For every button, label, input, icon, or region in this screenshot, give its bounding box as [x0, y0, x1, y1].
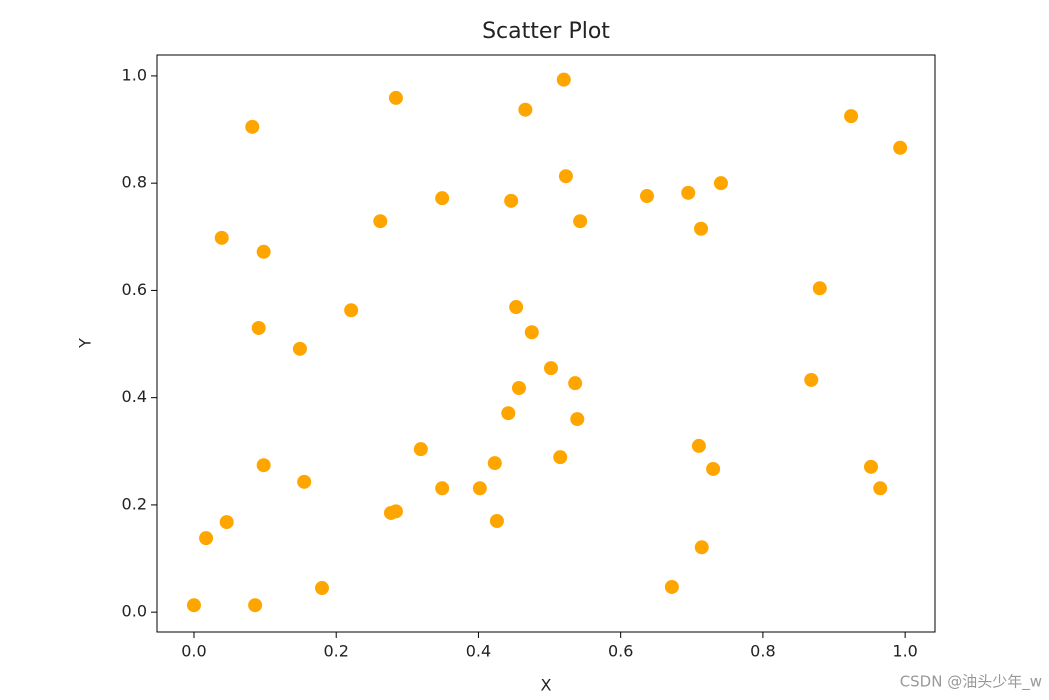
point: [694, 540, 709, 555]
y-axis-label: Y: [76, 338, 95, 349]
y-tick-label: 0.8: [122, 173, 147, 192]
point: [472, 481, 487, 496]
x-tick-label: 0.6: [608, 642, 633, 661]
point: [524, 325, 539, 340]
point: [694, 221, 709, 236]
point: [373, 214, 388, 229]
point: [873, 481, 888, 496]
point: [248, 598, 263, 613]
point: [297, 474, 312, 489]
x-tick-label: 0.2: [323, 642, 348, 661]
point: [435, 481, 450, 496]
x-tick-label: 0.0: [181, 642, 206, 661]
point: [388, 504, 403, 519]
point: [487, 456, 502, 471]
point: [812, 281, 827, 296]
point: [893, 140, 908, 155]
x-tick-label: 0.4: [466, 642, 491, 661]
point: [691, 438, 706, 453]
point: [199, 531, 214, 546]
point: [509, 300, 524, 315]
point: [664, 579, 679, 594]
point: [558, 169, 573, 184]
point: [344, 303, 359, 318]
point: [863, 459, 878, 474]
point: [511, 381, 526, 396]
point: [573, 214, 588, 229]
point: [314, 581, 329, 596]
y-tick-label: 0.0: [122, 602, 147, 621]
point: [543, 361, 558, 376]
x-axis-label: X: [541, 676, 552, 695]
point: [489, 513, 504, 528]
point: [681, 185, 696, 200]
point: [245, 119, 260, 134]
point: [186, 598, 201, 613]
point: [553, 450, 568, 465]
point: [251, 320, 266, 335]
point: [435, 191, 450, 206]
x-tick-label: 0.8: [750, 642, 775, 661]
point: [256, 458, 271, 473]
chart-title: Scatter Plot: [482, 19, 610, 44]
y-tick-label: 1.0: [122, 65, 147, 84]
watermark: CSDN @油头少年_w: [900, 673, 1042, 692]
point: [518, 102, 533, 117]
x-tick-label: 1.0: [892, 642, 917, 661]
point: [504, 193, 519, 208]
point: [501, 406, 516, 421]
point: [568, 376, 583, 391]
point: [804, 372, 819, 387]
point: [706, 461, 721, 476]
point: [570, 412, 585, 427]
y-tick-label: 0.6: [122, 280, 147, 299]
plot-frame: [156, 54, 936, 633]
y-tick-label: 0.2: [122, 494, 147, 513]
point: [219, 515, 234, 530]
point: [388, 90, 403, 105]
point: [844, 109, 859, 124]
point: [413, 442, 428, 457]
point: [713, 176, 728, 191]
point: [639, 189, 654, 204]
point: [292, 341, 307, 356]
y-tick-label: 0.4: [122, 387, 147, 406]
point: [556, 72, 571, 87]
point: [214, 230, 229, 245]
point: [256, 244, 271, 259]
